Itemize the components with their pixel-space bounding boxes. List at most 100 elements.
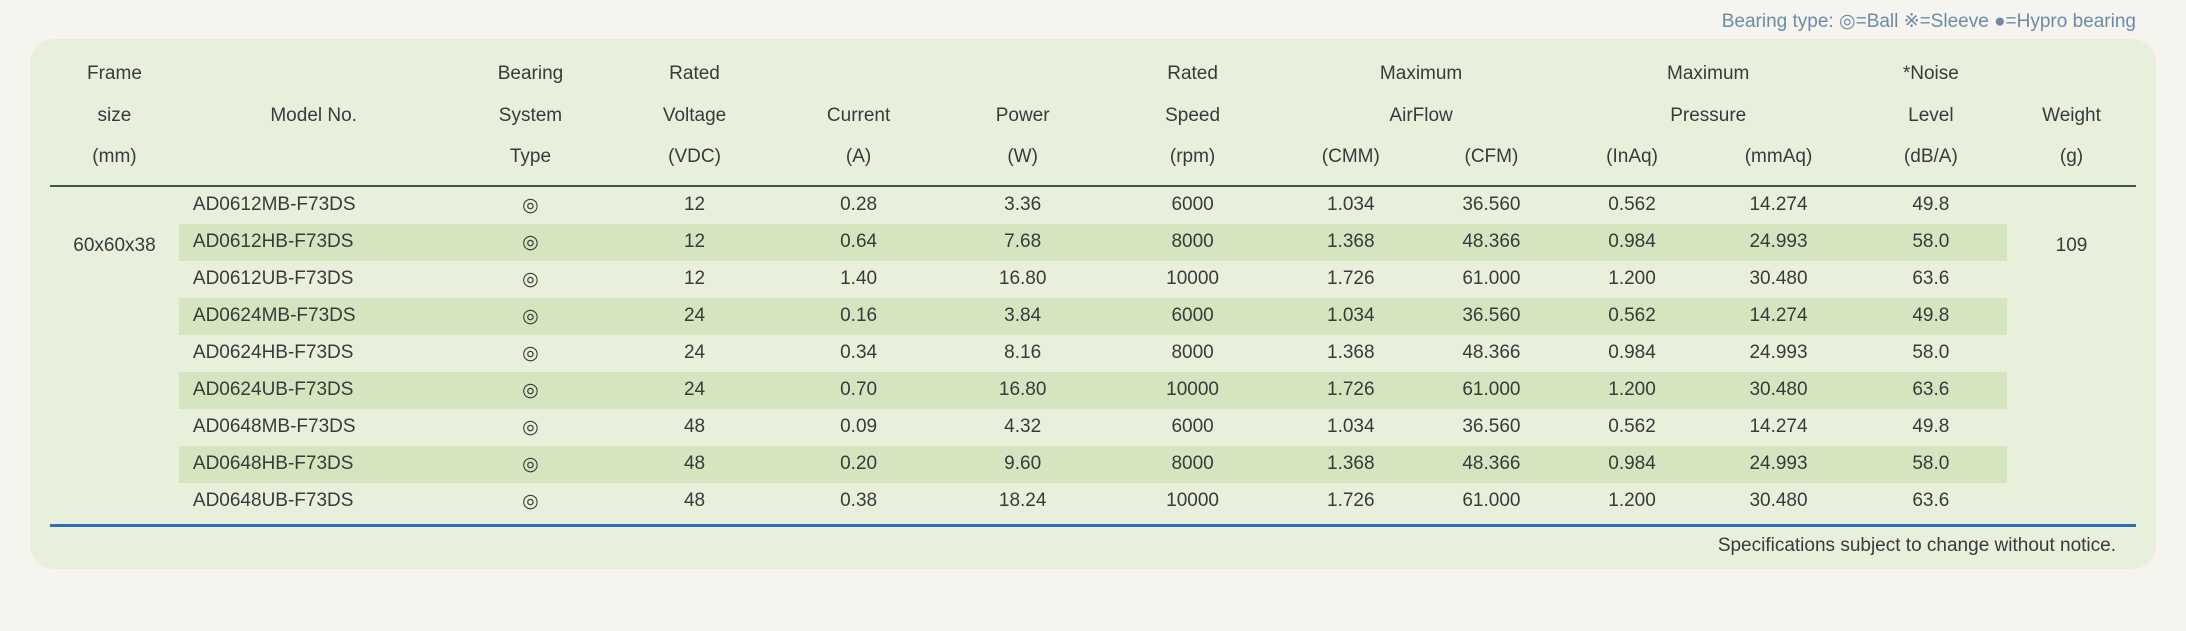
cell-current: 0.64 — [777, 224, 941, 261]
cell-speed: 10000 — [1105, 483, 1281, 520]
cell-noise: 49.8 — [1855, 298, 2007, 335]
cell-mmaq: 30.480 — [1702, 483, 1854, 520]
cell-cmm: 1.034 — [1280, 298, 1421, 335]
cell-power: 16.80 — [941, 261, 1105, 298]
cell-model: AD0648UB-F73DS — [179, 483, 449, 520]
col-noise-1: *Noise — [1855, 53, 2007, 95]
ball-label: =Ball — [1856, 11, 1899, 32]
cell-cfm: 36.560 — [1421, 298, 1562, 335]
cell-current: 0.34 — [777, 335, 941, 372]
cell-cfm: 61.000 — [1421, 483, 1562, 520]
cell-noise: 58.0 — [1855, 446, 2007, 483]
cell-power: 3.84 — [941, 298, 1105, 335]
col-inaq: (InAq) — [1562, 136, 1703, 186]
cell-bearing: ◎ — [448, 372, 612, 409]
hypro-icon: ● — [1994, 11, 2005, 32]
cell-speed: 8000 — [1105, 446, 1281, 483]
table-row: AD0648HB-F73DS◎480.209.6080001.36848.366… — [50, 446, 2136, 483]
cell-mmaq: 24.993 — [1702, 224, 1854, 261]
cell-cmm: 1.368 — [1280, 335, 1421, 372]
cell-inaq: 1.200 — [1562, 483, 1703, 520]
cell-power: 18.24 — [941, 483, 1105, 520]
cell-mmaq: 14.274 — [1702, 298, 1854, 335]
table-row: AD0648UB-F73DS◎480.3818.24100001.72661.0… — [50, 483, 2136, 520]
cell-inaq: 1.200 — [1562, 372, 1703, 409]
table-row: AD0624HB-F73DS◎240.348.1680001.36848.366… — [50, 335, 2136, 372]
cell-current: 1.40 — [777, 261, 941, 298]
cell-cmm: 1.726 — [1280, 261, 1421, 298]
sleeve-icon: ※ — [1904, 11, 1920, 32]
ball-icon: ◎ — [1839, 11, 1856, 32]
col-pressure-sub: Pressure — [1562, 95, 1855, 137]
cell-noise: 63.6 — [1855, 483, 2007, 520]
cell-noise: 49.8 — [1855, 409, 2007, 446]
table-row: AD0624UB-F73DS◎240.7016.80100001.72661.0… — [50, 372, 2136, 409]
cell-cmm: 1.034 — [1280, 409, 1421, 446]
cell-inaq: 0.562 — [1562, 186, 1703, 224]
col-model-3 — [179, 136, 449, 186]
cell-cfm: 36.560 — [1421, 409, 1562, 446]
col-power-1 — [941, 53, 1105, 95]
col-weight-1 — [2007, 53, 2136, 95]
cell-model: AD0624HB-F73DS — [179, 335, 449, 372]
cell-mmaq: 24.993 — [1702, 335, 1854, 372]
cell-inaq: 0.984 — [1562, 446, 1703, 483]
cell-mmaq: 14.274 — [1702, 186, 1854, 224]
col-bearing-2: System — [448, 95, 612, 137]
cell-power: 7.68 — [941, 224, 1105, 261]
table-row: 60x60x38AD0612MB-F73DS◎120.283.3660001.0… — [50, 186, 2136, 224]
cell-speed: 8000 — [1105, 335, 1281, 372]
cell-current: 0.28 — [777, 186, 941, 224]
col-voltage-2: Voltage — [613, 95, 777, 137]
cell-power: 9.60 — [941, 446, 1105, 483]
cell-noise: 58.0 — [1855, 224, 2007, 261]
cell-bearing: ◎ — [448, 409, 612, 446]
col-model-1 — [179, 53, 449, 95]
cell-cmm: 1.368 — [1280, 446, 1421, 483]
cell-model: AD0612HB-F73DS — [179, 224, 449, 261]
cell-current: 0.20 — [777, 446, 941, 483]
cell-power: 8.16 — [941, 335, 1105, 372]
cell-noise: 58.0 — [1855, 335, 2007, 372]
cell-bearing: ◎ — [448, 298, 612, 335]
cell-cfm: 61.000 — [1421, 261, 1562, 298]
cell-power: 4.32 — [941, 409, 1105, 446]
cell-mmaq: 30.480 — [1702, 372, 1854, 409]
legend-label: Bearing type: — [1722, 11, 1834, 32]
cell-cmm: 1.368 — [1280, 224, 1421, 261]
cell-speed: 8000 — [1105, 224, 1281, 261]
cell-inaq: 0.984 — [1562, 224, 1703, 261]
cell-model: AD0612MB-F73DS — [179, 186, 449, 224]
cell-bearing: ◎ — [448, 335, 612, 372]
col-speed-2: Speed — [1105, 95, 1281, 137]
cell-voltage: 12 — [613, 261, 777, 298]
cell-bearing: ◎ — [448, 446, 612, 483]
footnote: Specifications subject to change without… — [50, 535, 2136, 557]
cell-speed: 6000 — [1105, 409, 1281, 446]
table-row: AD0648MB-F73DS◎480.094.3260001.03436.560… — [50, 409, 2136, 446]
cell-noise: 49.8 — [1855, 186, 2007, 224]
col-frame-1: Frame — [50, 53, 179, 95]
col-weight-2: Weight — [2007, 95, 2136, 137]
cell-model: AD0648HB-F73DS — [179, 446, 449, 483]
col-weight-3: (g) — [2007, 136, 2136, 186]
cell-voltage: 48 — [613, 446, 777, 483]
col-cfm: (CFM) — [1421, 136, 1562, 186]
cell-speed: 10000 — [1105, 372, 1281, 409]
hypro-label: =Hypro bearing — [2006, 11, 2136, 32]
cell-noise: 63.6 — [1855, 372, 2007, 409]
cell-cfm: 61.000 — [1421, 372, 1562, 409]
spec-table-container: Frame Bearing Rated Rated Maximum Maximu… — [30, 39, 2156, 569]
col-model-2: Model No. — [179, 95, 449, 137]
bearing-legend: Bearing type: ◎=Ball ※=Sleeve ●=Hypro be… — [30, 10, 2156, 33]
cell-voltage: 48 — [613, 409, 777, 446]
cell-model: AD0648MB-F73DS — [179, 409, 449, 446]
cell-inaq: 0.562 — [1562, 409, 1703, 446]
cell-cfm: 48.366 — [1421, 224, 1562, 261]
cell-mmaq: 30.480 — [1702, 261, 1854, 298]
cell-cfm: 48.366 — [1421, 335, 1562, 372]
cell-current: 0.16 — [777, 298, 941, 335]
cell-cfm: 36.560 — [1421, 186, 1562, 224]
cell-current: 0.38 — [777, 483, 941, 520]
cell-power: 3.36 — [941, 186, 1105, 224]
